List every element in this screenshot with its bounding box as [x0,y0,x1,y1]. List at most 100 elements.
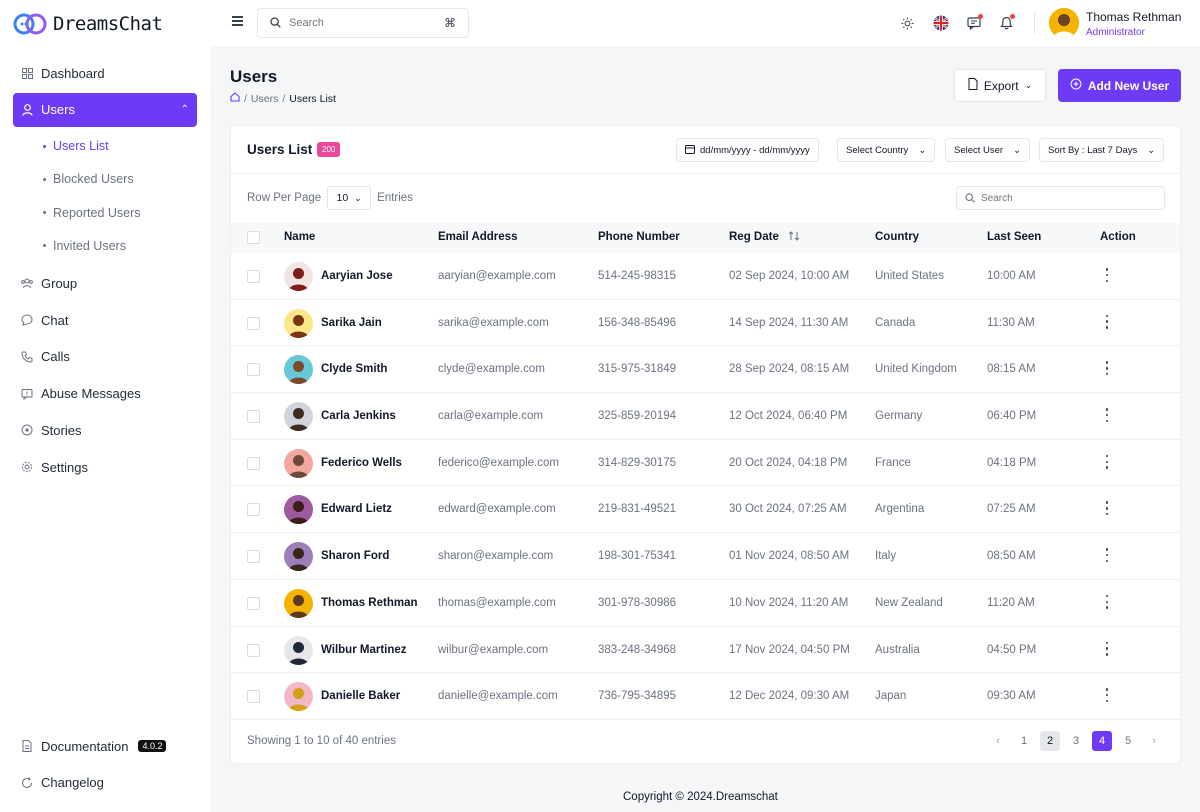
more-options-icon[interactable] [1105,688,1109,703]
user-name-cell[interactable]: Aaryian Jose [321,270,393,282]
user-name-cell[interactable]: Thomas Rethman [321,596,418,609]
bell-icon[interactable] [996,13,1016,33]
more-options-icon[interactable] [1105,594,1109,609]
user-name-cell[interactable]: Federico Wells [321,456,402,469]
table-row[interactable]: Carla Jenkins carla@example.com 325-859-20… [231,393,1180,440]
table-row[interactable]: Federico Wells federico@example.com 314-82… [231,440,1180,487]
column-header-reg-date[interactable]: Reg Date [729,231,779,243]
submenu-item-blocked-users[interactable]: Blocked Users [13,163,197,196]
phone-cell: 301-978-30986 [598,596,677,609]
row-checkbox[interactable] [247,550,260,564]
user-name-cell[interactable]: Danielle Baker [321,690,401,703]
row-checkbox[interactable] [247,596,260,610]
table-row[interactable]: Sarika Jain sarika@example.com 156-348-854… [231,300,1180,347]
table-row[interactable]: Wilbur Martinez wilbur@example.com 383-248… [231,627,1180,674]
more-options-icon[interactable] [1105,314,1109,329]
user-name-cell[interactable]: Clyde Smith [321,363,388,376]
page-button-3[interactable]: 3 [1072,735,1080,747]
sidebar-item-users[interactable]: Users ⌃ [13,92,197,127]
table-row[interactable]: Aaryian Jose aaryian@example.com 514-245-9… [231,253,1180,300]
prev-page-icon[interactable]: ‹ [996,735,1000,747]
submenu-label: Invited Users [53,238,126,253]
table-search-input[interactable] [981,192,1156,204]
page-button-5[interactable]: 5 [1124,735,1132,747]
date-range-picker[interactable]: dd/mm/yyyy - dd/mm/yyyy [676,138,819,162]
column-header-email[interactable]: Email Address [438,231,518,243]
add-new-user-button[interactable]: Add New User [1058,69,1181,102]
last-seen-cell: 07:25 AM [987,503,1036,516]
file-icon [968,78,978,93]
select-all-checkbox[interactable] [247,231,260,244]
brand-logo[interactable]: DreamsChat [13,9,163,39]
table-row[interactable]: Thomas Rethman thomas@example.com 301-978-… [231,580,1180,627]
theme-toggle-icon[interactable] [897,13,917,33]
message-alert-icon [21,388,33,400]
column-header-last-seen[interactable]: Last Seen [987,231,1042,243]
more-options-icon[interactable] [1105,408,1109,423]
more-options-icon[interactable] [1105,454,1109,469]
breadcrumb-item-users[interactable]: Users [250,92,279,105]
user-name[interactable]: Thomas Rethman [1086,10,1182,24]
table-row[interactable]: Edward Lietz edward@example.com 219-831-49… [231,486,1180,534]
sidebar-item-documentation[interactable]: Documentation 4.0.2 [13,729,197,763]
page-button-1[interactable]: 1 [1020,735,1028,747]
user-avatar[interactable] [1049,8,1079,38]
table-search[interactable] [956,186,1165,210]
row-checkbox[interactable] [247,503,260,517]
global-search[interactable]: ⌘ [257,8,469,38]
sidebar-item-settings[interactable]: Settings [13,450,197,484]
sidebar-item-changelog[interactable]: Changelog [13,766,197,800]
search-input[interactable] [289,17,436,29]
table-row[interactable]: Danielle Baker danielle@example.com 736-79… [231,673,1180,720]
row-checkbox[interactable] [247,410,260,424]
page-button-4[interactable]: 4 [1092,731,1112,751]
column-header-phone[interactable]: Phone Number [598,231,680,243]
reg-date-cell: 10 Nov 2024, 11:20 AM [729,596,849,609]
sidebar-item-stories[interactable]: Stories [13,413,197,447]
more-options-icon[interactable] [1105,548,1109,563]
sort-select[interactable]: Sort By : Last 7 Days ⌄ [1039,138,1165,162]
page-button-2[interactable]: 2 [1040,731,1060,751]
user-name-cell[interactable]: Carla Jenkins [321,410,396,423]
export-button[interactable]: Export ⌄ [954,69,1046,102]
user-name-cell[interactable]: Sharon Ford [321,550,390,563]
country-select[interactable]: Select Country ⌄ [837,138,936,162]
row-checkbox[interactable] [247,270,260,283]
rows-per-page-select[interactable]: 10 ⌄ [327,186,372,210]
row-checkbox[interactable] [247,643,260,657]
avatar [284,308,313,338]
user-name-cell[interactable]: Edward Lietz [321,503,392,516]
sidebar-item-group[interactable]: Group [13,267,197,301]
header-divider [1034,12,1035,34]
column-header-country[interactable]: Country [875,231,920,243]
row-checkbox[interactable] [247,316,260,330]
menu-toggle-icon[interactable] [232,16,243,26]
submenu-item-reported-users[interactable]: Reported Users [13,196,197,229]
sort-icon[interactable] [788,230,800,245]
rows-per-page-value: 10 [336,192,349,204]
more-options-icon[interactable] [1105,361,1109,376]
next-page-icon[interactable]: › [1152,735,1156,747]
home-icon[interactable] [230,92,240,105]
submenu-item-invited-users[interactable]: Invited Users [13,229,197,262]
table-row[interactable]: Sharon Ford sharon@example.com 198-301-753… [231,533,1180,580]
messages-icon[interactable] [964,13,984,33]
export-label: Export [983,78,1019,93]
more-options-icon[interactable] [1105,501,1109,516]
user-name-cell[interactable]: Sarika Jain [321,316,382,329]
more-options-icon[interactable] [1105,641,1109,656]
sidebar-item-chat[interactable]: Chat [13,303,197,337]
submenu-item-users-list[interactable]: Users List [13,129,197,162]
user-select[interactable]: Select User ⌄ [945,138,1031,162]
row-checkbox[interactable] [247,690,260,704]
column-header-name[interactable]: Name [284,231,316,243]
table-row[interactable]: Clyde Smith clyde@example.com 315-975-3184… [231,346,1180,394]
sidebar-item-calls[interactable]: Calls [13,340,197,374]
row-checkbox[interactable] [247,456,260,470]
uk-flag-icon[interactable] [931,13,951,33]
more-options-icon[interactable] [1105,268,1109,282]
sidebar-item-abuse-messages[interactable]: Abuse Messages [13,377,197,411]
sidebar-item-dashboard[interactable]: Dashboard [13,56,197,90]
row-checkbox[interactable] [247,363,260,377]
user-name-cell[interactable]: Wilbur Martinez [321,643,407,656]
